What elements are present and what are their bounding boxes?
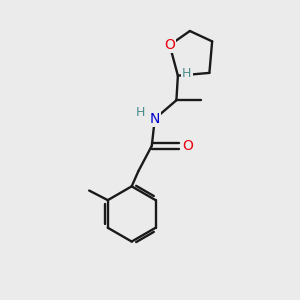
Text: N: N <box>150 112 160 126</box>
Text: H: H <box>136 106 145 119</box>
Text: O: O <box>164 38 175 52</box>
Text: O: O <box>182 139 193 153</box>
Text: H: H <box>182 67 192 80</box>
